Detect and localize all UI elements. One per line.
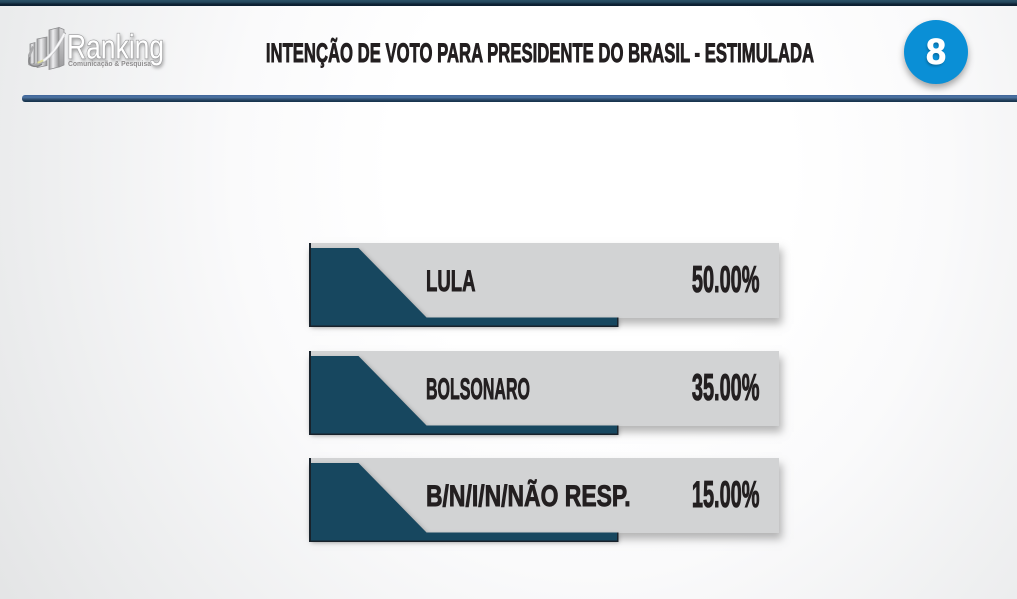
svg-text:Ranking: Ranking	[67, 29, 164, 67]
svg-text:Comunicação & Pesquisa: Comunicação & Pesquisa	[68, 61, 151, 68]
